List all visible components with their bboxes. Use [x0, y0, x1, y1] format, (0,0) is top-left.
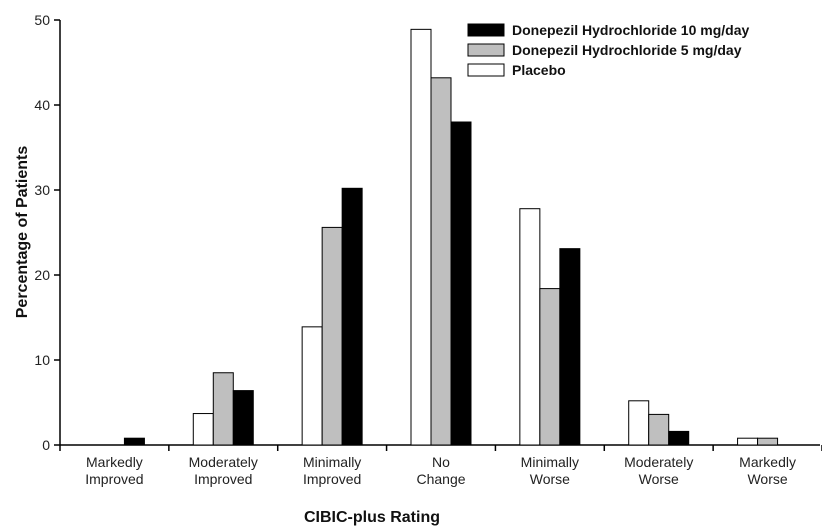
bar [519, 208, 541, 446]
bars [123, 28, 779, 446]
x-category-label: Moderately Worse [624, 454, 693, 487]
bar [123, 437, 145, 446]
legend-label: Donepezil Hydrochloride 10 mg/day [512, 22, 749, 38]
x-category-label: Minimally Worse [521, 454, 579, 487]
legend-swatch [467, 63, 505, 77]
y-tick-label: 30 [34, 182, 50, 198]
plot-area: 0 10 20 30 40 50 Markedly Improved Moderately Im… [34, 12, 822, 487]
bar [668, 430, 690, 446]
legend-swatch [467, 23, 505, 37]
y-axis-title: Percentage of Patients [14, 146, 31, 319]
bar [192, 413, 214, 446]
bar [757, 437, 779, 446]
y-tick-label: 0 [42, 437, 50, 453]
bar [341, 187, 363, 446]
legend-label: Donepezil Hydrochloride 5 mg/day [512, 42, 742, 58]
bar [559, 248, 581, 446]
x-category-label: No Change [416, 454, 465, 487]
bar [301, 326, 323, 446]
bar [321, 226, 343, 446]
y-tick-label: 40 [34, 97, 50, 113]
y-tick-label: 20 [34, 267, 50, 283]
y-tick-label: 50 [34, 12, 50, 28]
x-axis-title: CIBIC-plus Rating [304, 509, 440, 526]
x-ticks: Markedly Improved Moderately Improved Minima… [59, 445, 822, 487]
bar [450, 121, 472, 446]
x-category-label: Markedly Worse [739, 454, 796, 487]
y-ticks: 0 10 20 30 40 50 [34, 12, 60, 453]
y-tick-label: 10 [34, 352, 50, 368]
bar [212, 372, 234, 446]
bar [410, 28, 432, 446]
x-category-label: Moderately Improved [189, 454, 258, 487]
legend: Donepezil Hydrochloride 10 mg/day Donepez… [467, 22, 749, 78]
legend-label: Placebo [512, 62, 566, 78]
bar [232, 390, 254, 446]
bar [628, 400, 650, 446]
bar [539, 288, 561, 446]
x-category-label: Minimally Improved [303, 454, 361, 487]
bar [430, 77, 452, 446]
x-category-label: Markedly Improved [85, 454, 143, 487]
bar [648, 413, 670, 446]
bar [737, 437, 759, 446]
legend-swatch [467, 43, 505, 57]
